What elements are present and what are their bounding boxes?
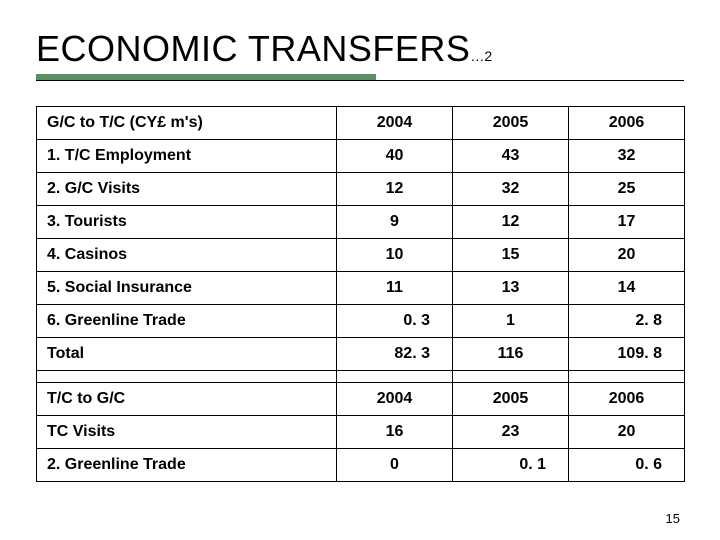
table-cell: 3. Tourists: [37, 206, 337, 239]
table-row: 5. Social Insurance 11 13 14: [37, 272, 685, 305]
table-cell: 82. 3: [337, 338, 453, 371]
table-cell: 13: [453, 272, 569, 305]
table-cell: 4. Casinos: [37, 239, 337, 272]
table-cell: 32: [569, 140, 685, 173]
table-cell: 0. 1: [453, 449, 569, 482]
table-cell: 20: [569, 416, 685, 449]
table-cell: 2. Greenline Trade: [37, 449, 337, 482]
table-cell: 1. T/C Employment: [37, 140, 337, 173]
table-cell: 15: [453, 239, 569, 272]
table-cell: 20: [569, 239, 685, 272]
economic-transfers-table: G/C to T/C (CY£ m's) 2004 2005 2006 1. T…: [36, 106, 685, 482]
table-header-row: T/C to G/C 2004 2005 2006: [37, 383, 685, 416]
table-cell: 10: [337, 239, 453, 272]
table-row: 1. T/C Employment 40 43 32: [37, 140, 685, 173]
table-cell: 2. 8: [569, 305, 685, 338]
slide-title: ECONOMIC TRANSFERS: [36, 28, 470, 70]
table-row: 2. Greenline Trade 0 0. 1 0. 6: [37, 449, 685, 482]
page-number: 15: [666, 511, 680, 526]
table-cell: 43: [453, 140, 569, 173]
table-cell: 0: [337, 449, 453, 482]
table-cell: 5. Social Insurance: [37, 272, 337, 305]
table-cell: 109. 8: [569, 338, 685, 371]
table-total-row: Total 82. 3 116 109. 8: [37, 338, 685, 371]
table-row: 4. Casinos 10 15 20: [37, 239, 685, 272]
table-header-cell: G/C to T/C (CY£ m's): [37, 107, 337, 140]
table-cell: TC Visits: [37, 416, 337, 449]
table-cell: 17: [569, 206, 685, 239]
table-header-cell: 2004: [337, 107, 453, 140]
title-rule-underline: [36, 80, 684, 81]
table-header-cell: 2004: [337, 383, 453, 416]
slide-title-suffix: …2: [470, 48, 492, 64]
table-header-row: G/C to T/C (CY£ m's) 2004 2005 2006: [37, 107, 685, 140]
table-cell: 25: [569, 173, 685, 206]
table-cell: 11: [337, 272, 453, 305]
table-header-cell: 2005: [453, 107, 569, 140]
table-spacer-row: [37, 371, 685, 383]
table-header-cell: 2006: [569, 107, 685, 140]
table-cell: 40: [337, 140, 453, 173]
table-cell: 6. Greenline Trade: [37, 305, 337, 338]
table-cell: 1: [453, 305, 569, 338]
table-cell: 32: [453, 173, 569, 206]
slide-title-block: ECONOMIC TRANSFERS…2: [36, 28, 684, 84]
table-cell: 23: [453, 416, 569, 449]
table-cell: 0. 6: [569, 449, 685, 482]
table-cell: 116: [453, 338, 569, 371]
table-row: 6. Greenline Trade 0. 3 1 2. 8: [37, 305, 685, 338]
table-row: 2. G/C Visits 12 32 25: [37, 173, 685, 206]
table-cell: 9: [337, 206, 453, 239]
table-header-cell: T/C to G/C: [37, 383, 337, 416]
table-row: TC Visits 16 23 20: [37, 416, 685, 449]
table-cell: 12: [453, 206, 569, 239]
table-cell: 14: [569, 272, 685, 305]
table-row: 3. Tourists 9 12 17: [37, 206, 685, 239]
table-cell: Total: [37, 338, 337, 371]
table-cell: 12: [337, 173, 453, 206]
table-cell: 0. 3: [337, 305, 453, 338]
table-cell: 16: [337, 416, 453, 449]
table-header-cell: 2006: [569, 383, 685, 416]
table-cell: 2. G/C Visits: [37, 173, 337, 206]
table-header-cell: 2005: [453, 383, 569, 416]
